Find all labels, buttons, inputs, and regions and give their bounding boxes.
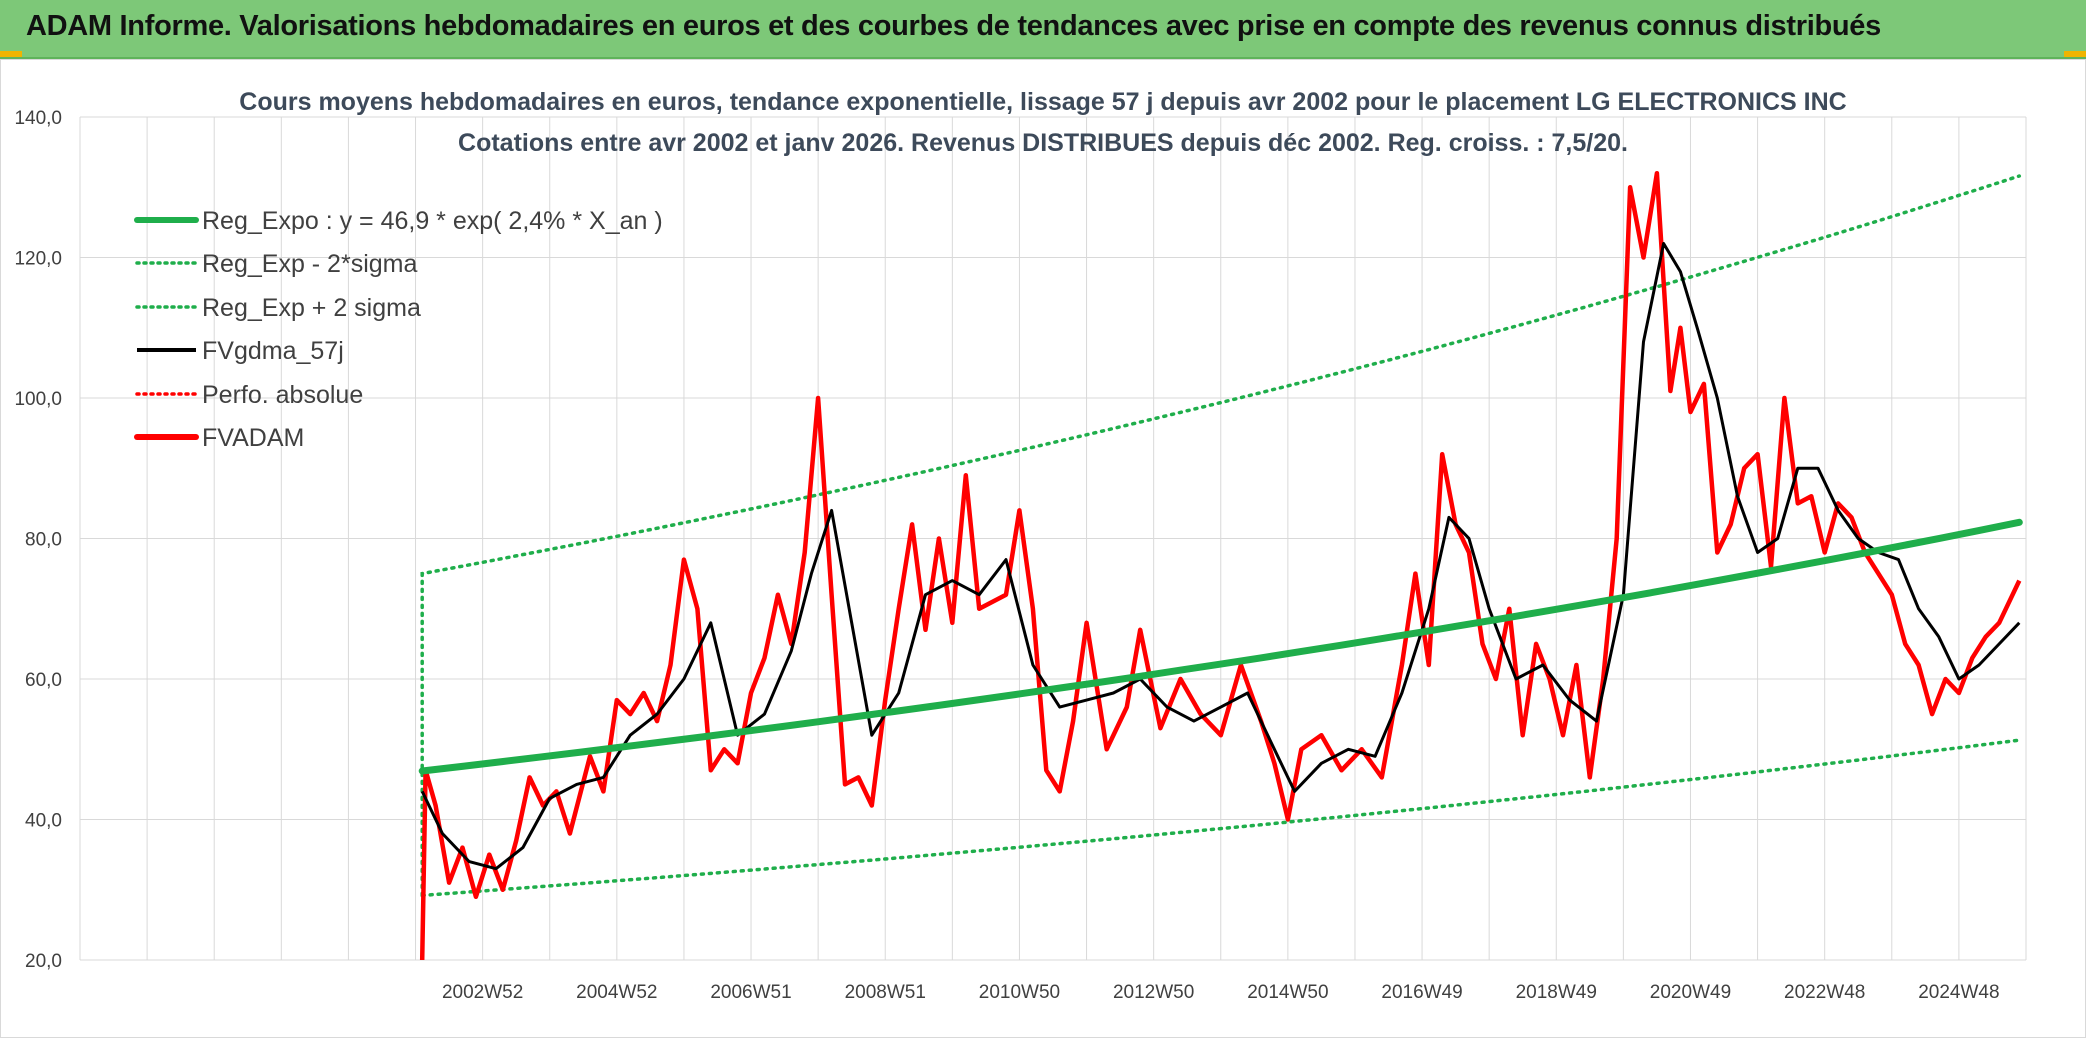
corner-accent-right <box>2064 51 2086 57</box>
y-tick-label: 40,0 <box>25 811 62 832</box>
series-layer <box>418 170 2023 961</box>
x-tick-label: 2008W51 <box>845 982 926 1003</box>
y-tick-label: 20,0 <box>25 951 62 972</box>
x-tick-label: 2020W49 <box>1650 982 1731 1003</box>
chart-title: Cours moyens hebdomadaires en euros, ten… <box>239 88 1846 116</box>
grid <box>79 116 2027 961</box>
legend-label: Perfo. absolue <box>202 381 363 409</box>
x-tick-label: 2004W52 <box>576 982 657 1003</box>
y-tick-label: 120,0 <box>14 249 62 270</box>
x-tick-label: 2016W49 <box>1381 982 1462 1003</box>
report-banner: ADAM Informe. Valorisations hebdomadaire… <box>0 0 2086 59</box>
x-tick-label: 2014W50 <box>1247 982 1328 1003</box>
series-reg-plus-2sigma <box>420 174 2022 898</box>
x-tick-label: 2024W48 <box>1918 982 1999 1003</box>
series-fvadam <box>419 170 2022 961</box>
y-tick-label: 140,0 <box>14 108 62 129</box>
x-tick-label: 2006W51 <box>710 982 791 1003</box>
x-tick-label: 2012W50 <box>1113 982 1194 1003</box>
chart-subtitle: Cotations entre avr 2002 et janv 2026. R… <box>458 129 1628 157</box>
x-tick-label: 2022W48 <box>1784 982 1865 1003</box>
x-tick-label: 2018W49 <box>1516 982 1597 1003</box>
legend-label: FVgdma_57j <box>202 337 344 365</box>
x-tick-label: 2010W50 <box>979 982 1060 1003</box>
legend-label: Reg_Exp + 2 sigma <box>202 294 421 322</box>
series-reg-minus-2sigma <box>420 738 2022 898</box>
y-tick-label: 100,0 <box>14 389 62 410</box>
corner-accent-left <box>0 51 22 57</box>
legend: Reg_Expo : y = 46,9 * exp( 2,4% * X_an )… <box>134 207 663 452</box>
legend-label: Reg_Exp - 2*sigma <box>202 250 417 278</box>
y-tick-label: 60,0 <box>25 670 62 691</box>
legend-label: FVADAM <box>202 424 304 452</box>
axes: 140,0 120,0 100,0 80,0 60,0 40,0 20,0 2002W52 20… <box>14 108 1999 1003</box>
x-tick-label: 2002W52 <box>442 982 523 1003</box>
series-fvgdma-57j <box>420 242 2021 871</box>
y-tick-label: 80,0 <box>25 530 62 551</box>
report-title: ADAM Informe. Valorisations hebdomadaire… <box>26 10 1881 42</box>
series-reg-expo <box>418 518 2023 775</box>
legend-label: Reg_Expo : y = 46,9 * exp( 2,4% * X_an ) <box>202 207 663 235</box>
chart-titles: Cours moyens hebdomadaires en euros, ten… <box>239 88 1846 157</box>
